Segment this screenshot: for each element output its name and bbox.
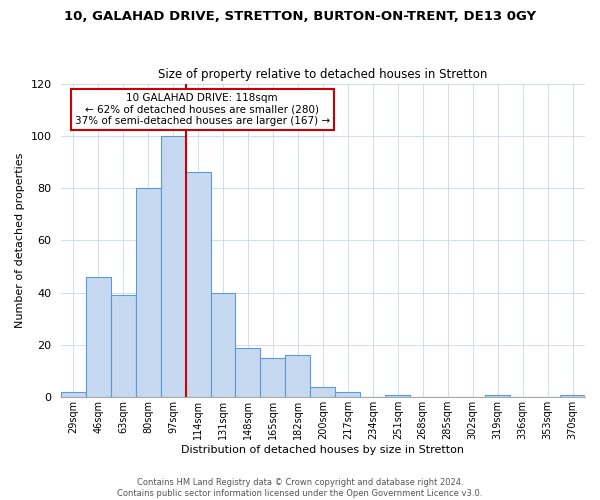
Bar [260,358,286,398]
Text: 10 GALAHAD DRIVE: 118sqm
← 62% of detached houses are smaller (280)
37% of semi-: 10 GALAHAD DRIVE: 118sqm ← 62% of detach… [75,93,330,126]
Bar [185,172,211,398]
Text: 10, GALAHAD DRIVE, STRETTON, BURTON-ON-TRENT, DE13 0GY: 10, GALAHAD DRIVE, STRETTON, BURTON-ON-T… [64,10,536,23]
Text: Contains HM Land Registry data © Crown copyright and database right 2024.
Contai: Contains HM Land Registry data © Crown c… [118,478,482,498]
X-axis label: Distribution of detached houses by size in Stretton: Distribution of detached houses by size … [181,445,464,455]
Bar [385,394,410,398]
Y-axis label: Number of detached properties: Number of detached properties [15,152,25,328]
Bar [211,292,235,398]
Bar [110,296,136,398]
Bar [161,136,185,398]
Bar [86,277,110,398]
Bar [235,348,260,398]
Bar [335,392,361,398]
Bar [286,356,310,398]
Bar [61,392,86,398]
Bar [485,394,510,398]
Bar [136,188,161,398]
Bar [560,394,585,398]
Bar [310,387,335,398]
Title: Size of property relative to detached houses in Stretton: Size of property relative to detached ho… [158,68,488,81]
